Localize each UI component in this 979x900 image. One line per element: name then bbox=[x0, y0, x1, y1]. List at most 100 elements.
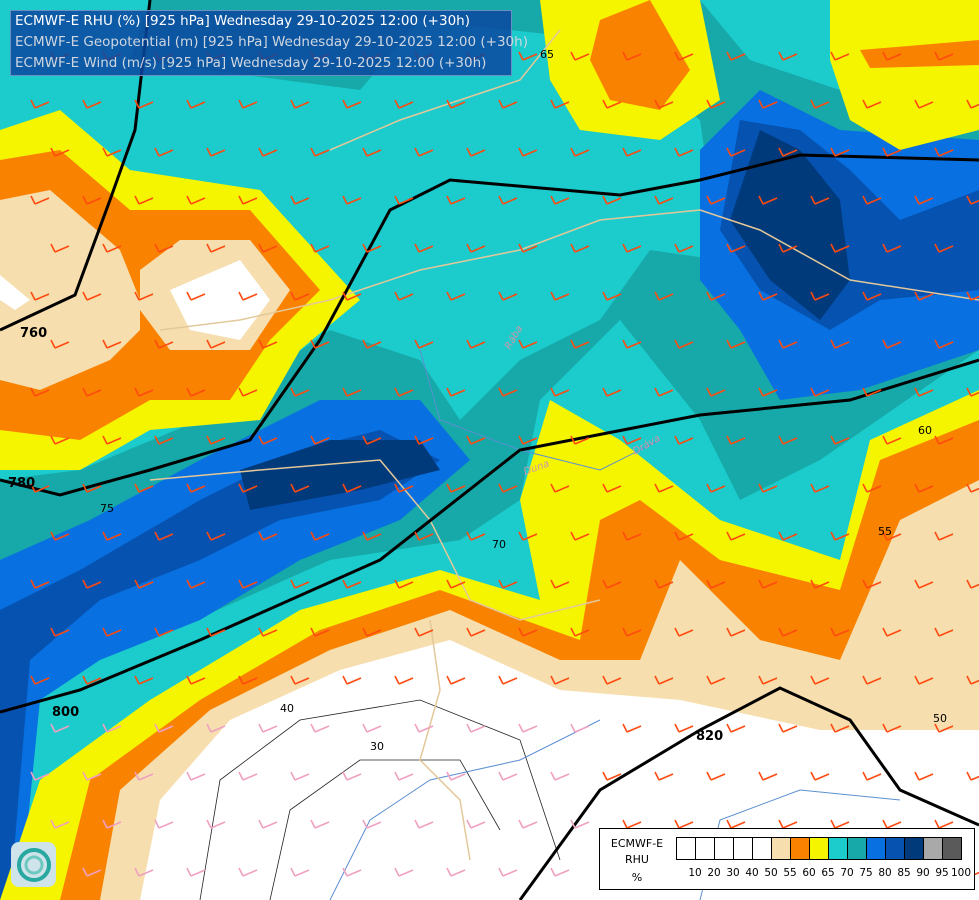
wind-barb bbox=[602, 579, 622, 589]
wind-barb bbox=[446, 483, 466, 493]
wind-barb bbox=[30, 291, 50, 301]
rhu-label: 60 bbox=[918, 424, 932, 437]
wind-barb bbox=[498, 195, 518, 205]
wind-barb bbox=[550, 579, 570, 589]
wind-barb bbox=[570, 51, 590, 61]
wind-barb bbox=[758, 387, 778, 397]
wind-barb bbox=[758, 675, 778, 685]
wind-barb bbox=[810, 483, 830, 493]
wind-barb bbox=[810, 771, 830, 781]
wind-barb bbox=[342, 99, 362, 109]
wind-barb bbox=[518, 435, 538, 445]
wind-barb bbox=[882, 531, 902, 541]
wind-barb bbox=[82, 99, 102, 109]
wind-barb bbox=[570, 243, 590, 253]
wind-barb bbox=[570, 627, 590, 637]
legend-tick: 80 bbox=[878, 867, 892, 879]
wind-barb bbox=[206, 147, 226, 157]
wind-barb bbox=[830, 51, 850, 61]
wind-barb bbox=[238, 195, 258, 205]
wind-barb bbox=[414, 435, 434, 445]
wind-barb bbox=[342, 867, 362, 877]
wind-barb bbox=[830, 627, 850, 637]
wind-barb bbox=[862, 483, 882, 493]
wind-barb bbox=[394, 291, 414, 301]
wind-barb bbox=[134, 579, 154, 589]
wind-barb bbox=[498, 387, 518, 397]
wind-barb bbox=[602, 291, 622, 301]
legend-tick: 50 bbox=[764, 867, 778, 879]
legend-title-unit: % bbox=[631, 871, 643, 884]
wind-barb bbox=[50, 435, 70, 445]
wind-barb bbox=[830, 819, 850, 829]
wind-barb bbox=[758, 483, 778, 493]
wind-barb bbox=[674, 723, 694, 733]
wind-barb bbox=[550, 387, 570, 397]
wind-barb bbox=[134, 195, 154, 205]
wind-barb bbox=[446, 195, 466, 205]
wind-barb bbox=[654, 771, 674, 781]
wind-barb bbox=[706, 195, 726, 205]
wind-barb bbox=[134, 483, 154, 493]
wind-barb bbox=[154, 627, 174, 637]
wind-barb bbox=[518, 51, 538, 61]
wind-barb bbox=[206, 723, 226, 733]
wind-barb bbox=[726, 243, 746, 253]
wind-barb bbox=[30, 771, 50, 781]
legend-tick: 95 bbox=[935, 867, 949, 879]
wind-barb bbox=[726, 51, 746, 61]
wind-barb bbox=[726, 723, 746, 733]
rhu-below-50-topleft bbox=[0, 260, 270, 340]
wind-barb bbox=[186, 867, 206, 877]
wind-barb bbox=[362, 339, 382, 349]
wind-barb bbox=[394, 867, 414, 877]
wind-barb bbox=[446, 579, 466, 589]
wind-barb bbox=[674, 819, 694, 829]
wind-barb bbox=[238, 771, 258, 781]
wind-barb bbox=[674, 243, 694, 253]
wind-barb bbox=[914, 483, 934, 493]
wind-barb bbox=[914, 579, 934, 589]
wind-barb bbox=[758, 99, 778, 109]
wind-barb bbox=[154, 819, 174, 829]
wind-barb bbox=[258, 723, 278, 733]
legend-tick: 55 bbox=[783, 867, 797, 879]
wind-barb bbox=[674, 531, 694, 541]
wind-barb bbox=[830, 723, 850, 733]
wind-barb bbox=[862, 675, 882, 685]
wind-barb bbox=[82, 387, 102, 397]
wind-barb bbox=[882, 243, 902, 253]
legend-title-model: ECMWF-E bbox=[610, 837, 664, 850]
title-geopotential: ECMWF-E Geopotential (m) [925 hPa] Wedne… bbox=[15, 34, 528, 50]
wind-barb bbox=[550, 291, 570, 301]
legend-title-variable: RHU bbox=[625, 853, 649, 866]
wind-barb bbox=[50, 531, 70, 541]
wind-barb bbox=[518, 147, 538, 157]
rhu-label: 30 bbox=[370, 740, 384, 753]
wind-barb bbox=[50, 243, 70, 253]
wind-barb bbox=[622, 531, 642, 541]
wind-barb bbox=[706, 579, 726, 589]
wind-barb bbox=[102, 243, 122, 253]
wind-barb bbox=[206, 339, 226, 349]
wind-barb bbox=[914, 195, 934, 205]
wind-barb bbox=[30, 675, 50, 685]
wind-barb bbox=[934, 819, 954, 829]
wind-barb bbox=[810, 579, 830, 589]
wind-barb bbox=[882, 723, 902, 733]
legend-tick: 100 bbox=[950, 867, 972, 879]
wind-barb bbox=[518, 723, 538, 733]
wind-barb bbox=[778, 627, 798, 637]
wind-barb bbox=[966, 483, 979, 493]
wind-barb bbox=[654, 291, 674, 301]
legend-swatch bbox=[943, 838, 961, 859]
wind-barb bbox=[102, 627, 122, 637]
legend-tick: 30 bbox=[726, 867, 740, 879]
wind-barb bbox=[238, 579, 258, 589]
wind-barb bbox=[778, 339, 798, 349]
wind-barb bbox=[466, 339, 486, 349]
wind-barb bbox=[206, 627, 226, 637]
rhu-label: 70 bbox=[492, 538, 506, 551]
wind-barb bbox=[518, 339, 538, 349]
